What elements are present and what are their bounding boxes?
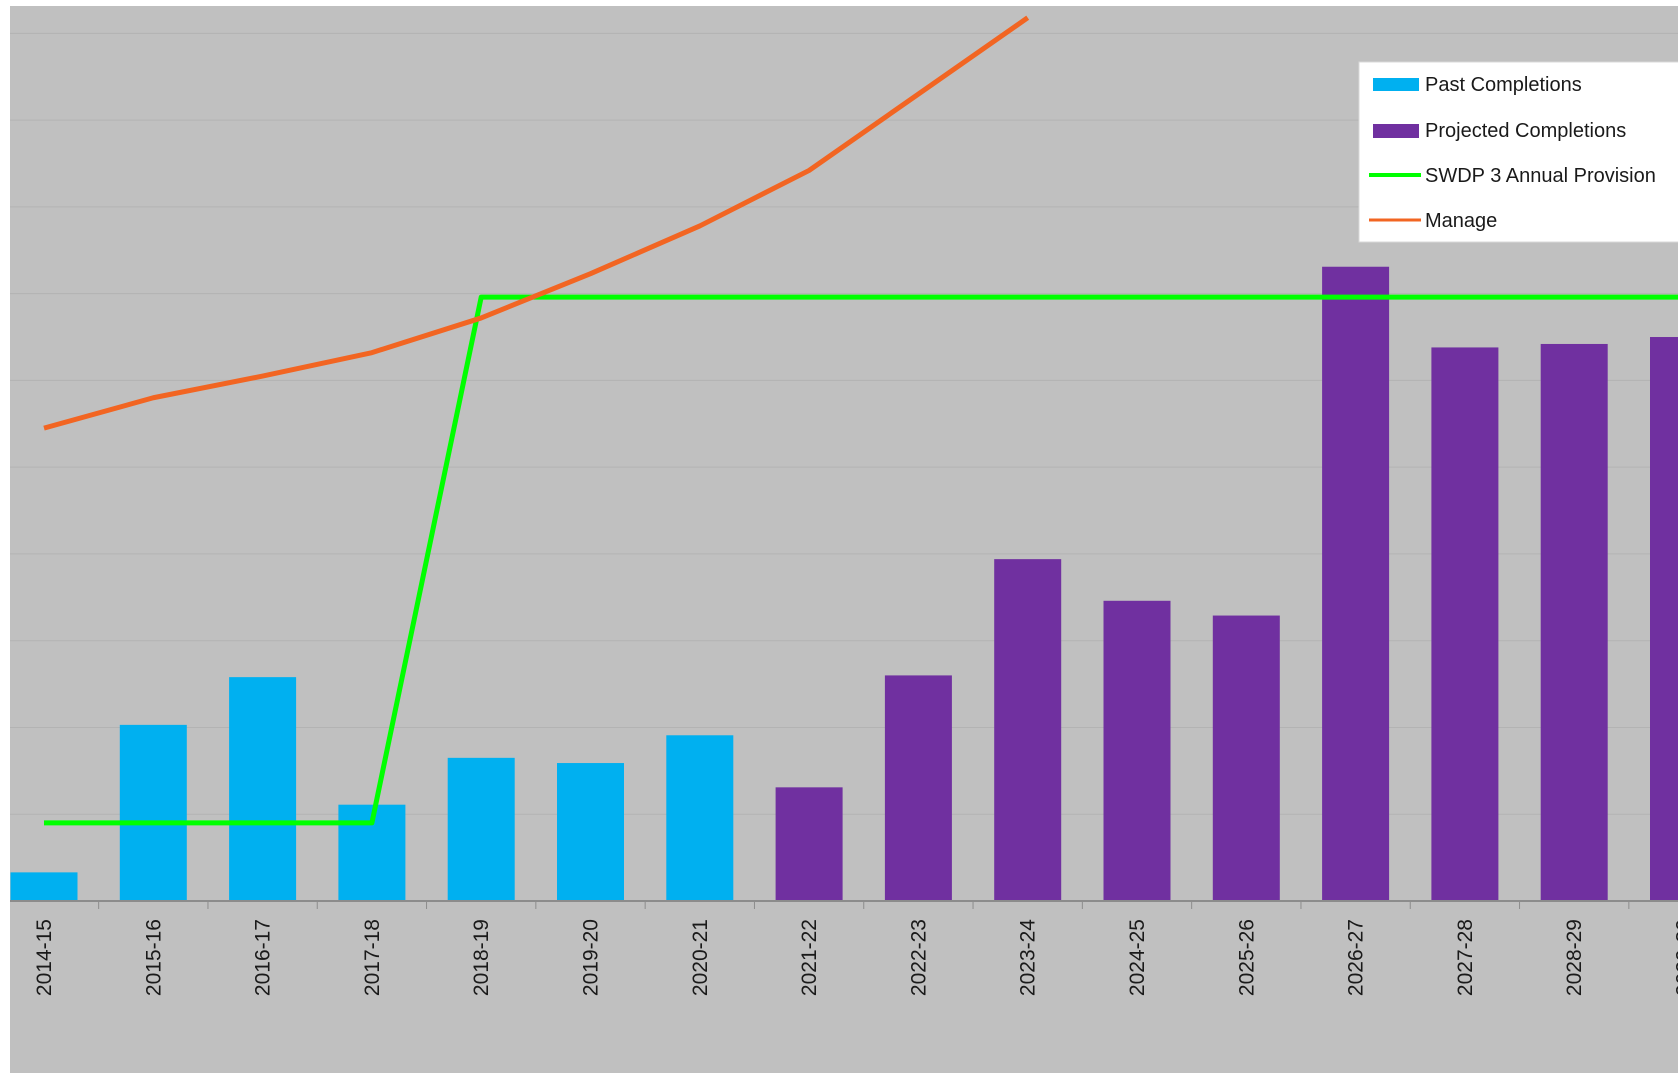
bar-projected-completions-2024-25 xyxy=(1104,601,1171,901)
x-tick-label: 2028-29 xyxy=(1563,919,1586,996)
bar-past-completions-2014-15 xyxy=(11,872,78,901)
bar-projected-completions-2026-27 xyxy=(1322,267,1389,901)
bar-past-completions-2016-17 xyxy=(229,677,296,901)
legend-label-projected-completions: Projected Completions xyxy=(1425,120,1626,142)
legend-label-past-completions: Past Completions xyxy=(1425,74,1582,96)
x-tick-label: 2024-25 xyxy=(1126,919,1149,996)
x-tick-label: 2019-20 xyxy=(580,919,603,996)
legend: Past Completions Projected Completions S… xyxy=(1359,62,1678,242)
x-tick-label: 2014-15 xyxy=(33,919,56,996)
bar-projected-completions-2029-30 xyxy=(1650,337,1678,901)
x-tick-label: 2015-16 xyxy=(142,919,165,996)
x-tick-label: 2022-23 xyxy=(907,919,930,996)
x-tick-label: 2021-22 xyxy=(798,919,821,996)
bar-projected-completions-2025-26 xyxy=(1213,616,1280,901)
x-tick-label: 2026-27 xyxy=(1345,919,1368,996)
bar-past-completions-2018-19 xyxy=(448,758,515,901)
bar-projected-completions-2027-28 xyxy=(1431,347,1498,901)
x-tick-label: 2020-21 xyxy=(689,919,712,996)
bar-projected-completions-2021-22 xyxy=(776,787,843,901)
x-tick-label: 2016-17 xyxy=(252,919,275,996)
legend-key-projected-completions xyxy=(1373,124,1419,138)
x-tick-label: 2025-26 xyxy=(1235,919,1258,996)
legend-label-manage: Manage xyxy=(1425,210,1497,232)
x-tick-label: 2029-30 xyxy=(1673,919,1678,996)
legend-key-past-completions xyxy=(1373,78,1419,91)
x-tick-label: 2018-19 xyxy=(470,919,493,996)
x-tick-label: 2023-24 xyxy=(1017,919,1040,996)
bar-projected-completions-2023-24 xyxy=(994,559,1061,901)
bar-projected-completions-2022-23 xyxy=(885,675,952,901)
bar-past-completions-2020-21 xyxy=(666,735,733,901)
bar-past-completions-2015-16 xyxy=(120,725,187,901)
x-tick-label: 2027-28 xyxy=(1454,919,1477,996)
bar-projected-completions-2028-29 xyxy=(1541,344,1608,901)
x-tick-label: 2017-18 xyxy=(361,919,384,996)
bar-past-completions-2019-20 xyxy=(557,763,624,901)
legend-label-swdp3-annual-provision: SWDP 3 Annual Provision xyxy=(1425,165,1656,187)
